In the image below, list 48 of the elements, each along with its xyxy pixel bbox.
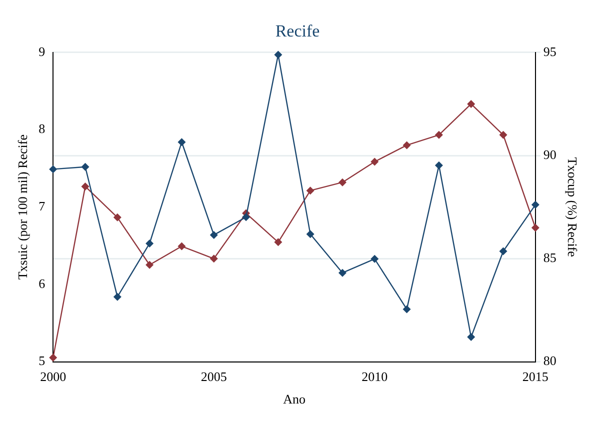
y2-tick-label: 90 (543, 146, 556, 162)
point (178, 138, 186, 146)
point (467, 100, 476, 108)
point (49, 165, 58, 174)
y-tick-label: 8 (38, 121, 46, 136)
point (49, 354, 58, 362)
point (113, 213, 122, 222)
point (210, 230, 218, 239)
x-tick-label: 2015 (522, 369, 548, 384)
x-tick-label: 2000 (40, 369, 66, 384)
point (370, 254, 379, 263)
point (499, 130, 508, 139)
x-tick-label: 2010 (362, 369, 388, 384)
y-tick-label: 7 (38, 198, 46, 214)
point (402, 141, 411, 150)
x-tick-label: 2005 (200, 369, 227, 384)
point (146, 239, 154, 248)
point (467, 333, 476, 342)
point (531, 200, 540, 209)
point (434, 161, 443, 170)
point (81, 182, 90, 190)
point (338, 178, 346, 186)
point (306, 230, 314, 238)
point (274, 238, 282, 246)
y-tick-label: 6 (38, 276, 46, 291)
point (499, 247, 508, 256)
point (370, 158, 379, 166)
point (242, 213, 250, 222)
point (210, 254, 218, 263)
y-axis-title: Txsuic (por 100 mil) Recife (15, 134, 30, 280)
point (178, 242, 186, 250)
point (146, 260, 154, 269)
point (434, 130, 443, 139)
y2-tick-label: 80 (543, 353, 556, 368)
chart-title: Recife (275, 22, 320, 41)
y2-tick-label: 95 (543, 44, 556, 59)
point (113, 292, 122, 301)
point (81, 162, 90, 171)
point (306, 186, 314, 195)
point (274, 50, 282, 59)
point (531, 224, 540, 232)
y2-tick-label: 85 (543, 250, 556, 266)
x-axis-title: Ano (283, 392, 306, 407)
point (402, 305, 411, 314)
y2-axis-title: Txocup (%) Recife (564, 157, 580, 258)
y-tick-label: 9 (38, 44, 46, 59)
y-tick-label: 5 (38, 353, 46, 368)
point (338, 268, 346, 277)
